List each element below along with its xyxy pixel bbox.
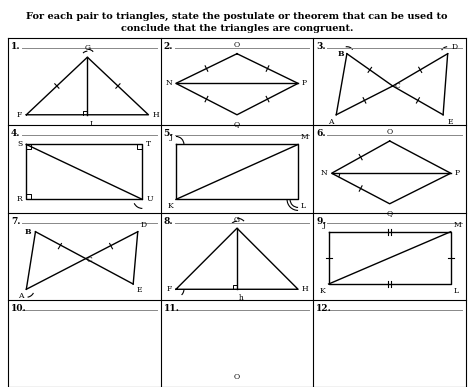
Text: L: L [454,287,459,295]
Text: 3.: 3. [316,42,326,51]
Text: H: H [302,285,309,293]
Text: J: J [170,134,173,141]
Text: 5.: 5. [164,129,173,138]
Text: Q: Q [234,120,240,128]
Text: P: P [302,79,307,87]
Text: H: H [153,111,159,119]
Text: O: O [234,373,240,380]
Text: J: J [322,221,326,229]
Text: A: A [328,118,333,126]
Text: L: L [301,202,306,211]
Text: 9.: 9. [316,216,326,226]
Text: I: I [90,120,92,128]
Text: S: S [17,140,22,149]
Text: K: K [167,202,173,211]
Text: R: R [17,195,22,204]
Text: E: E [136,286,142,294]
Text: B: B [337,50,344,58]
Text: C: C [86,257,92,264]
Text: P: P [455,169,460,177]
Text: T: T [146,140,152,149]
Text: 10.: 10. [11,304,27,313]
Text: U: U [146,195,153,204]
Text: D: D [452,43,458,51]
Text: M: M [454,221,462,229]
Text: O: O [387,128,393,136]
Text: 4.: 4. [11,129,20,138]
Text: B: B [25,228,31,236]
Text: F: F [167,285,172,293]
Text: 1.: 1. [11,42,21,51]
Text: 11.: 11. [164,304,180,313]
Text: G: G [84,44,91,52]
Text: Q: Q [387,209,393,217]
Text: G: G [234,216,240,224]
Text: N: N [165,79,172,87]
Text: K: K [320,287,326,295]
Text: D: D [141,221,147,229]
Text: O: O [234,41,240,49]
Text: 2.: 2. [164,42,173,51]
Text: For each pair to triangles, state the postulate or theorem that can be used to: For each pair to triangles, state the po… [26,12,448,21]
Text: 8.: 8. [164,216,173,226]
Text: 7.: 7. [11,216,20,226]
Text: C: C [395,82,401,90]
Text: conclude that the triangles are congruent.: conclude that the triangles are congruen… [121,24,353,33]
Text: E: E [447,118,453,126]
Text: N: N [321,169,328,177]
Text: F: F [17,111,22,119]
Text: h: h [239,294,244,302]
Text: 6.: 6. [316,129,326,138]
Text: M: M [301,134,309,141]
Text: A: A [18,292,23,300]
Text: 12.: 12. [316,304,332,313]
